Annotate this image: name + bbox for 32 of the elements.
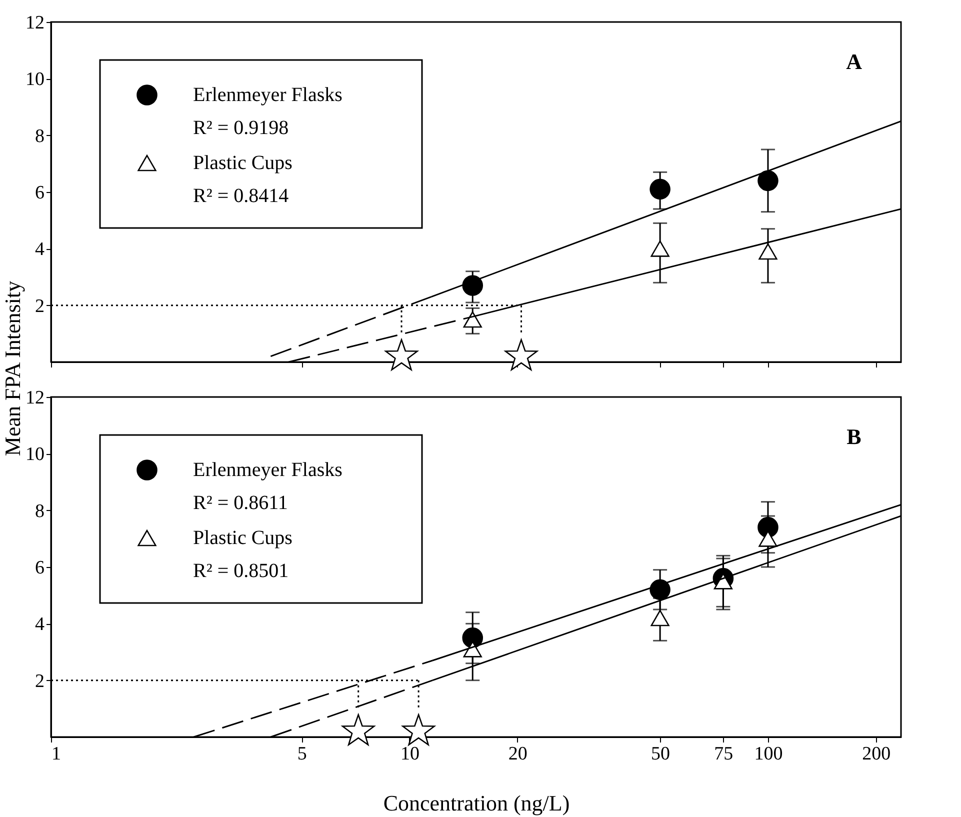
x-tick-label: 75 [714,744,734,764]
y-tick-label: 10 [26,69,44,90]
legend-label: Erlenmeyer Flasks [193,84,343,106]
x-tick-label: 50 [651,744,670,764]
x-tick-label: 200 [862,744,891,764]
x-tick-label: 5 [297,744,307,764]
annotation: B [846,424,862,449]
y-tick-label: 2 [35,670,44,692]
annotation: R² = 0.8611 [193,492,288,514]
legend-label: Plastic Cups [193,152,293,174]
annotation: R² = 0.8501 [193,560,289,582]
y-tick-label: 4 [35,239,45,260]
y-tick-label: 12 [26,388,44,408]
x-tick-label: 100 [754,744,783,764]
y-tick-label: 10 [26,444,44,466]
y-tick-label: 6 [35,182,44,204]
x-tick-label: 20 [508,744,528,764]
x-tick-label: 1 [52,744,61,764]
y-tick-label: 2 [35,296,44,317]
annotation: R² = 0.8414 [193,185,289,207]
y-tick-label: 8 [35,500,44,522]
y-tick-label: 4 [35,614,45,636]
annotation: R² = 0.9198 [193,117,289,139]
y-axis-title: Mean FPA Intensity [0,280,25,456]
y-tick-label: 8 [35,126,44,147]
y-tick-label: 6 [35,558,44,578]
legend-label: Erlenmeyer Flasks [193,459,343,481]
x-tick-label: 10 [400,744,420,764]
y-tick-label: 12 [26,12,44,34]
x-axis-title: Concentration (ng/L) [383,790,570,816]
annotation: A [846,49,862,74]
legend-label: Plastic Cups [193,527,293,549]
